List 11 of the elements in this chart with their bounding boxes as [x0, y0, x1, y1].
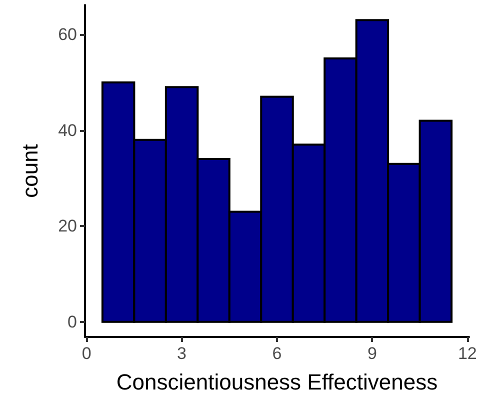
y-tick-label: 20 — [58, 216, 77, 236]
y-axis-title: count — [18, 144, 42, 198]
x-tick-label: 3 — [177, 344, 187, 363]
x-tick-label: 6 — [272, 344, 282, 363]
x-tick-label: 0 — [82, 344, 92, 363]
y-tick-label: 40 — [58, 120, 77, 140]
y-tick-label: 0 — [68, 312, 77, 332]
x-axis-title: Conscientiousness Effectiveness — [116, 370, 438, 394]
x-tick-label: 12 — [458, 344, 477, 363]
y-tick-label: 60 — [58, 24, 77, 44]
x-tick-label: 9 — [367, 344, 377, 363]
